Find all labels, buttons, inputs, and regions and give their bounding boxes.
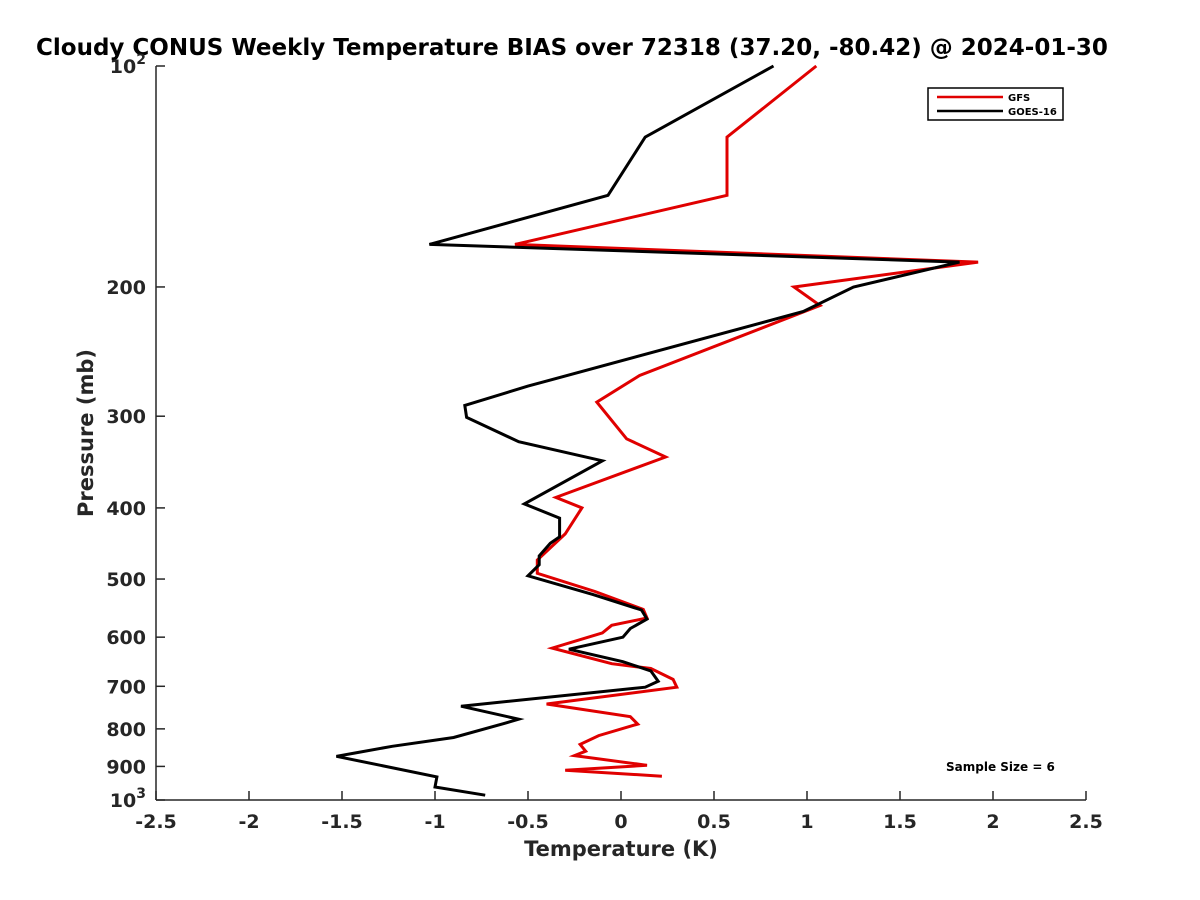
legend-label-gfs: GFS xyxy=(1008,93,1030,104)
x-tick-label: 0 xyxy=(614,811,627,833)
y-tick-label: 900 xyxy=(106,756,146,778)
y-tick-base: 10 xyxy=(110,56,136,78)
x-tick-label: -2.5 xyxy=(135,811,177,833)
y-tick-label: 300 xyxy=(106,406,146,428)
y-tick-label: 400 xyxy=(106,498,146,520)
x-tick-label: -0.5 xyxy=(507,811,549,833)
y-tick-label: 103 xyxy=(110,786,146,812)
sample-size-annotation: Sample Size = 6 xyxy=(946,760,1055,774)
y-tick-exponent: 2 xyxy=(136,52,146,68)
y-tick-label: 102 xyxy=(110,52,146,78)
x-tick-label: 0.5 xyxy=(697,811,731,833)
y-tick-exponent: 3 xyxy=(136,786,146,802)
series-line-goes16 xyxy=(336,64,960,797)
series-layer xyxy=(336,64,979,797)
x-ticks: -2.5 -2 -1.5 -1 -0.5 0 0.5 1 1.5 2 2.5 xyxy=(135,791,1103,833)
x-axis-label: Temperature (K) xyxy=(524,837,718,861)
chart-title: Cloudy CONUS Weekly Temperature BIAS ove… xyxy=(36,35,1108,61)
y-tick-label: 500 xyxy=(106,569,146,591)
y-tick-label: 200 xyxy=(106,277,146,299)
x-tick-label: -1 xyxy=(424,811,445,833)
y-tick-label: 700 xyxy=(106,676,146,698)
x-tick-label: -1.5 xyxy=(321,811,363,833)
x-tick-label: 2.5 xyxy=(1069,811,1103,833)
x-tick-label: -2 xyxy=(238,811,259,833)
y-axis-label: Pressure (mb) xyxy=(74,349,98,517)
y-tick-label: 600 xyxy=(106,627,146,649)
legend-box xyxy=(927,87,1064,121)
legend: GFS GOES-16 xyxy=(927,87,1064,121)
y-tick-base: 10 xyxy=(110,790,136,812)
x-tick-label: 2 xyxy=(986,811,999,833)
legend-label-goes16: GOES-16 xyxy=(1008,107,1057,118)
x-tick-label: 1 xyxy=(800,811,813,833)
y-tick-label: 800 xyxy=(106,719,146,741)
x-tick-label: 1.5 xyxy=(883,811,917,833)
